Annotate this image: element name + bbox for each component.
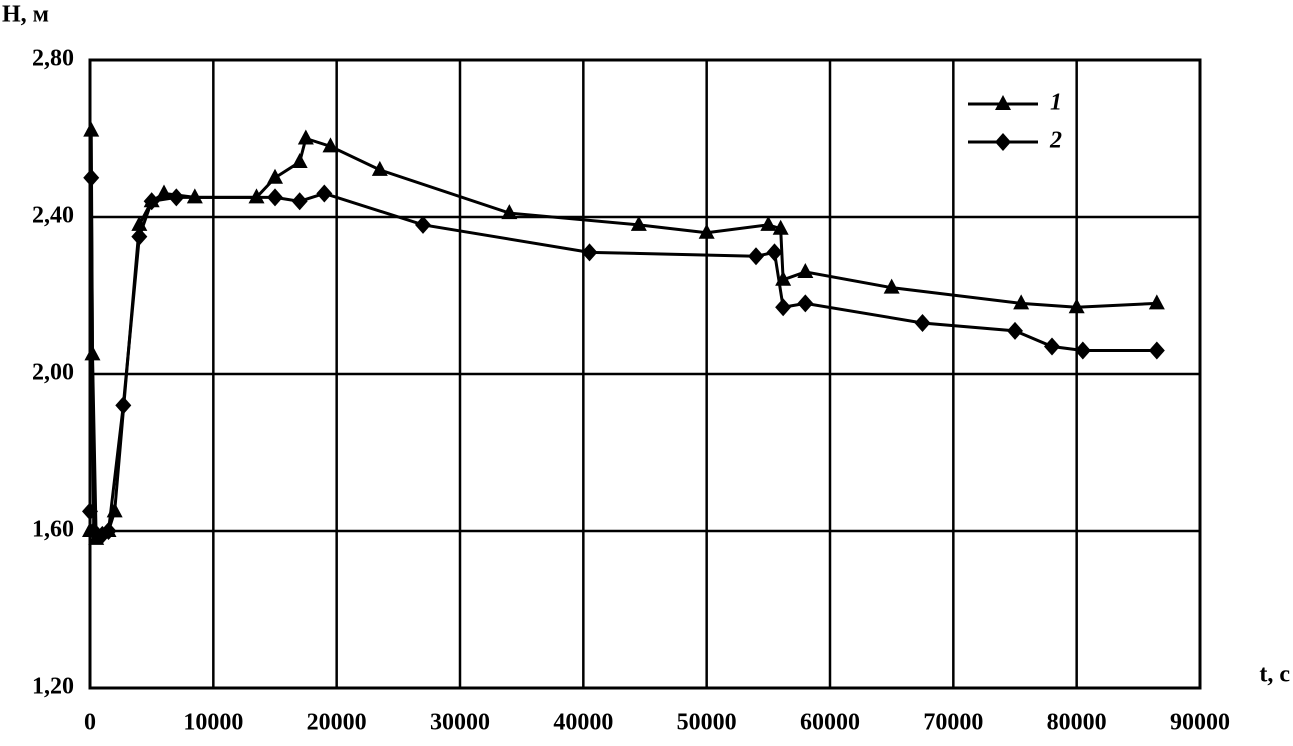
marker <box>698 223 715 239</box>
y-tick-label: 2,40 <box>32 203 74 229</box>
series-line <box>88 130 1157 542</box>
x-tick-label: 30000 <box>430 710 490 736</box>
x-axis-label: t, c <box>1259 662 1290 688</box>
x-tick-label: 0 <box>84 710 96 736</box>
marker <box>766 243 783 262</box>
marker <box>83 121 100 137</box>
legend-label: 1 <box>1050 90 1062 116</box>
marker <box>156 184 172 200</box>
marker <box>1007 321 1023 340</box>
marker <box>322 137 339 153</box>
marker <box>748 247 764 266</box>
marker <box>267 188 283 207</box>
x-tick-label: 90000 <box>1170 710 1230 736</box>
marker <box>501 204 518 220</box>
y-tick-label: 1,20 <box>32 674 74 700</box>
x-tick-label: 80000 <box>1047 710 1107 736</box>
legend-label: 2 <box>1049 128 1062 154</box>
legend-marker <box>995 133 1011 151</box>
marker <box>797 294 814 313</box>
x-tick-label: 50000 <box>677 710 737 736</box>
y-tick-label: 2,80 <box>32 46 74 72</box>
marker <box>291 153 308 169</box>
marker <box>82 502 98 521</box>
marker <box>914 313 931 332</box>
marker <box>415 215 431 234</box>
marker <box>1148 294 1165 310</box>
marker <box>883 278 900 294</box>
marker <box>131 227 148 246</box>
marker <box>1148 341 1165 360</box>
x-tick-label: 40000 <box>553 710 613 736</box>
marker <box>143 192 160 211</box>
marker <box>267 168 283 184</box>
marker <box>581 243 598 262</box>
marker <box>772 219 789 235</box>
marker <box>797 262 814 278</box>
marker <box>1074 341 1091 360</box>
series-line <box>88 177 1157 537</box>
marker <box>168 188 185 207</box>
x-tick-label: 60000 <box>800 710 860 736</box>
y-tick-label: 1,60 <box>32 517 74 543</box>
x-tick-label: 20000 <box>307 710 367 736</box>
marker <box>316 184 333 203</box>
marker <box>100 522 117 540</box>
marker <box>83 168 100 187</box>
marker <box>371 160 388 176</box>
marker <box>760 215 777 231</box>
marker <box>775 298 792 317</box>
marker <box>297 129 314 145</box>
legend-marker <box>995 95 1011 110</box>
marker <box>115 396 132 415</box>
x-tick-label: 70000 <box>923 710 983 736</box>
marker <box>1068 298 1085 314</box>
y-axis-label: H, м <box>2 2 49 28</box>
y-tick-label: 2,00 <box>32 360 74 386</box>
marker <box>1044 337 1060 356</box>
marker <box>1013 294 1030 310</box>
x-tick-label: 10000 <box>183 710 243 736</box>
marker <box>291 192 308 211</box>
marker <box>630 215 647 231</box>
